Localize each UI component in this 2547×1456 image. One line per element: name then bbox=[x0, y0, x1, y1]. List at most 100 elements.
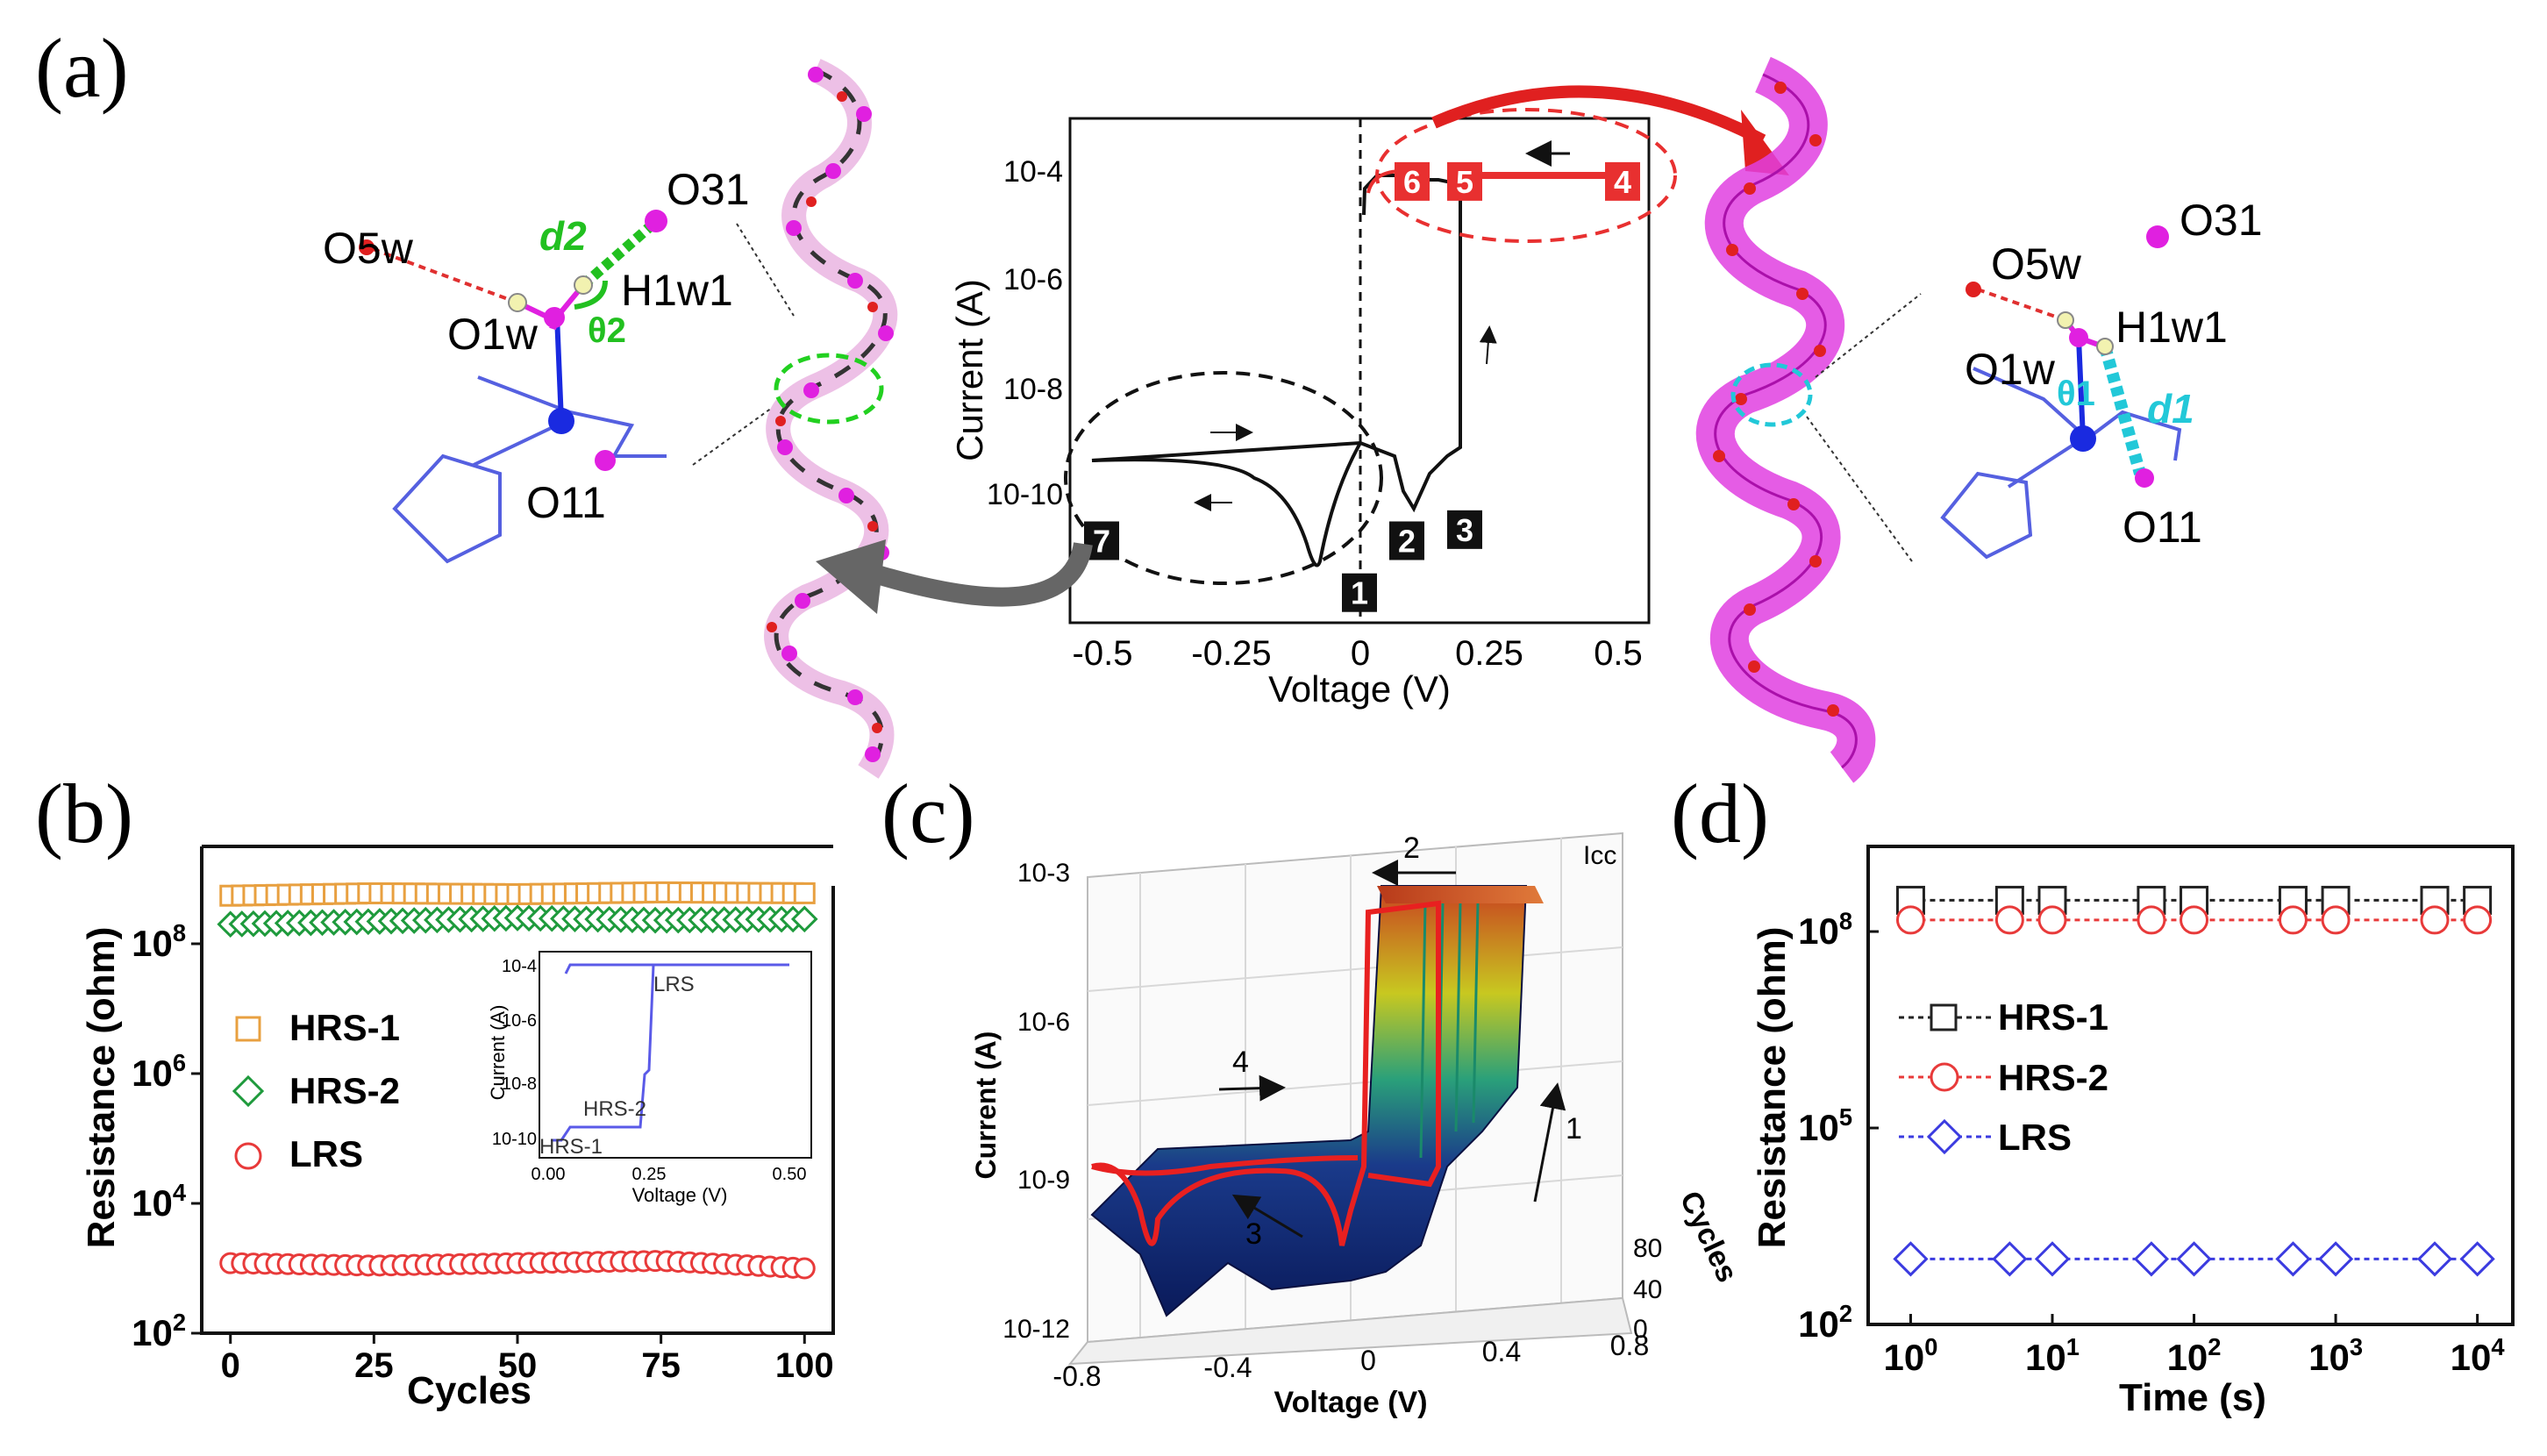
b-legend-marker-hrs1 bbox=[235, 1016, 261, 1042]
mol-right-o31: O31 bbox=[2180, 196, 2263, 245]
d-point-hrs-2-3 bbox=[2137, 905, 2166, 935]
a-xtick-3: 0.25 bbox=[1455, 634, 1523, 673]
mol-right-o5w: O5w bbox=[1991, 239, 2082, 289]
b-inset-ylabel: Current (A) bbox=[487, 1005, 509, 1101]
c-zlabel: Cycles bbox=[1673, 1186, 1744, 1287]
helix-right bbox=[1695, 56, 1922, 783]
a-step-marker-4: 4 bbox=[1614, 164, 1631, 200]
d-legend-marker-hrs2 bbox=[1930, 1062, 1959, 1092]
d-point-hrs-2-0 bbox=[1895, 905, 1925, 935]
b-inset-xtick-0: 0.00 bbox=[532, 1165, 566, 1184]
d-xlabel: Time (s) bbox=[2119, 1376, 2266, 1419]
mol-right-d1: d1 bbox=[2147, 386, 2194, 432]
c-xtick-3: 0.4 bbox=[1482, 1336, 1521, 1367]
c-annot-1: 1 bbox=[1566, 1112, 1582, 1146]
b-point-hrs-1-100 bbox=[793, 881, 816, 904]
b-inset-xtick-1: 0.25 bbox=[632, 1165, 667, 1184]
a-step-marker-box-3 bbox=[1447, 510, 1482, 549]
c-ytick-2: 10-6 bbox=[1017, 1008, 1070, 1037]
a-step-marker-box-4 bbox=[1605, 161, 1640, 201]
b-inset-ytick-1: 10-8 bbox=[502, 1074, 537, 1094]
c-xtick-2: 0 bbox=[1360, 1345, 1376, 1376]
d-ytick-2: 108 bbox=[1798, 907, 1852, 952]
d-xtick-3: 103 bbox=[2308, 1333, 2363, 1378]
d-point-hrs-2-2 bbox=[2037, 905, 2067, 935]
a-ytick-1: 10-8 bbox=[1003, 373, 1063, 406]
c-ytick-3: 10-3 bbox=[1017, 859, 1070, 888]
d-xtick-0: 100 bbox=[1884, 1333, 1938, 1378]
d-point-hrs-2-1 bbox=[1994, 905, 2024, 935]
a-step-marker-6: 6 bbox=[1403, 164, 1421, 200]
d-ytick-1: 105 bbox=[1798, 1103, 1852, 1148]
c-annot-4: 4 bbox=[1232, 1046, 1249, 1079]
b-xlabel: Cycles bbox=[407, 1369, 532, 1412]
b-ylabel: Resistance (ohm) bbox=[80, 927, 123, 1249]
d-point-lrs-2 bbox=[2034, 1241, 2071, 1277]
d-legend-marker-lrs bbox=[1926, 1118, 1963, 1155]
mol-left-o31: O31 bbox=[667, 165, 750, 214]
d-xtick-1: 101 bbox=[2025, 1333, 2080, 1378]
mol-right-o11: O11 bbox=[2122, 503, 2202, 552]
molecule-right: O31 O5w H1w1 O1w θ1 d1 O11 bbox=[1940, 196, 2263, 560]
d-point-hrs-2-5 bbox=[2278, 905, 2308, 935]
a-step-marker-1: 1 bbox=[1351, 575, 1368, 611]
c-annot-icc: Icc bbox=[1583, 841, 1616, 870]
b-legend-marker-lrs bbox=[234, 1142, 262, 1170]
c-annot-3: 3 bbox=[1245, 1217, 1262, 1251]
b-inset-ytick-0: 10-10 bbox=[492, 1130, 537, 1149]
a-ytick-3: 10-4 bbox=[1003, 155, 1063, 189]
d-point-lrs-7 bbox=[2416, 1241, 2453, 1277]
d-point-lrs-1 bbox=[1992, 1241, 2028, 1277]
c-cycle-tick-2: 80 bbox=[1633, 1234, 1662, 1263]
chart-d-axes bbox=[1866, 845, 2515, 1326]
d-point-lrs-6 bbox=[2317, 1241, 2354, 1277]
a-step-marker-7: 7 bbox=[1093, 523, 1110, 559]
a-step-marker-3: 3 bbox=[1456, 512, 1473, 548]
d-point-hrs-2-8 bbox=[2463, 905, 2493, 935]
mol-right-theta1: θ1 bbox=[2057, 375, 2095, 413]
d-xtick-4: 104 bbox=[2451, 1333, 2506, 1378]
a-step-marker-box-6 bbox=[1395, 161, 1430, 201]
b-legend: HRS-1 HRS-2 LRS bbox=[232, 1007, 400, 1174]
c-ytick-1: 10-9 bbox=[1017, 1166, 1070, 1195]
mol-left-theta2: θ2 bbox=[588, 311, 626, 350]
c-xtick-4: 0.8 bbox=[1610, 1330, 1649, 1361]
a-ylabel: Current (A) bbox=[949, 279, 990, 461]
b-inset-ytick-3: 10-4 bbox=[502, 957, 537, 976]
b-xtick-1: 25 bbox=[354, 1346, 394, 1385]
mol-left-d2: d2 bbox=[539, 213, 587, 259]
d-point-lrs-4 bbox=[2176, 1241, 2212, 1277]
d-point-lrs-5 bbox=[2275, 1241, 2311, 1277]
b-legend-hrs1: HRS-1 bbox=[289, 1007, 400, 1048]
c-ylabel: Current (A) bbox=[970, 1031, 1002, 1180]
b-inset-hrs2: HRS-2 bbox=[583, 1097, 646, 1121]
b-inset-hrs1: HRS-1 bbox=[539, 1135, 603, 1159]
b-ytick-0: 102 bbox=[132, 1309, 186, 1353]
d-point-lrs-3 bbox=[2133, 1241, 2170, 1277]
b-legend-hrs2: HRS-2 bbox=[289, 1070, 400, 1111]
helix-left bbox=[764, 59, 898, 779]
d-ylabel: Resistance (ohm) bbox=[1751, 927, 1794, 1249]
d-legend-hrs2: HRS-2 bbox=[1998, 1057, 2108, 1098]
d-legend-hrs1: HRS-1 bbox=[1998, 996, 2108, 1038]
panel-label-a: (a) bbox=[35, 21, 129, 115]
a-step-marker-box-1 bbox=[1342, 573, 1377, 612]
b-xtick-3: 75 bbox=[641, 1346, 681, 1385]
a-step-marker-5: 5 bbox=[1456, 164, 1473, 200]
panel-label-b: (b) bbox=[35, 767, 133, 860]
a-step-marker-box-2 bbox=[1389, 521, 1424, 560]
c-cycle-tick-0: 0 bbox=[1633, 1315, 1648, 1344]
a-step-marker-box-5 bbox=[1447, 161, 1482, 201]
mol-left-o5w: O5w bbox=[323, 224, 414, 273]
c-highlight-curve bbox=[1091, 900, 1441, 1246]
d-point-hrs-2-6 bbox=[2321, 905, 2351, 935]
chart-d: 100 101 102 103 104 102 105 108 Time (s) Resist… bbox=[1751, 845, 2515, 1419]
b-legend-lrs: LRS bbox=[289, 1133, 363, 1174]
b-inset-xlabel: Voltage (V) bbox=[632, 1184, 728, 1206]
a-xtick-4: 0.5 bbox=[1594, 634, 1643, 673]
chart-a-inset: -0.5 -0.25 0 0.25 0.5 10-10 10-8 10-6 10… bbox=[816, 85, 1789, 710]
mol-left-o1w: O1w bbox=[447, 310, 539, 359]
b-ytick-2: 106 bbox=[132, 1049, 186, 1094]
a-xtick-2: 0 bbox=[1351, 634, 1370, 673]
b-xtick-4: 100 bbox=[775, 1346, 834, 1385]
